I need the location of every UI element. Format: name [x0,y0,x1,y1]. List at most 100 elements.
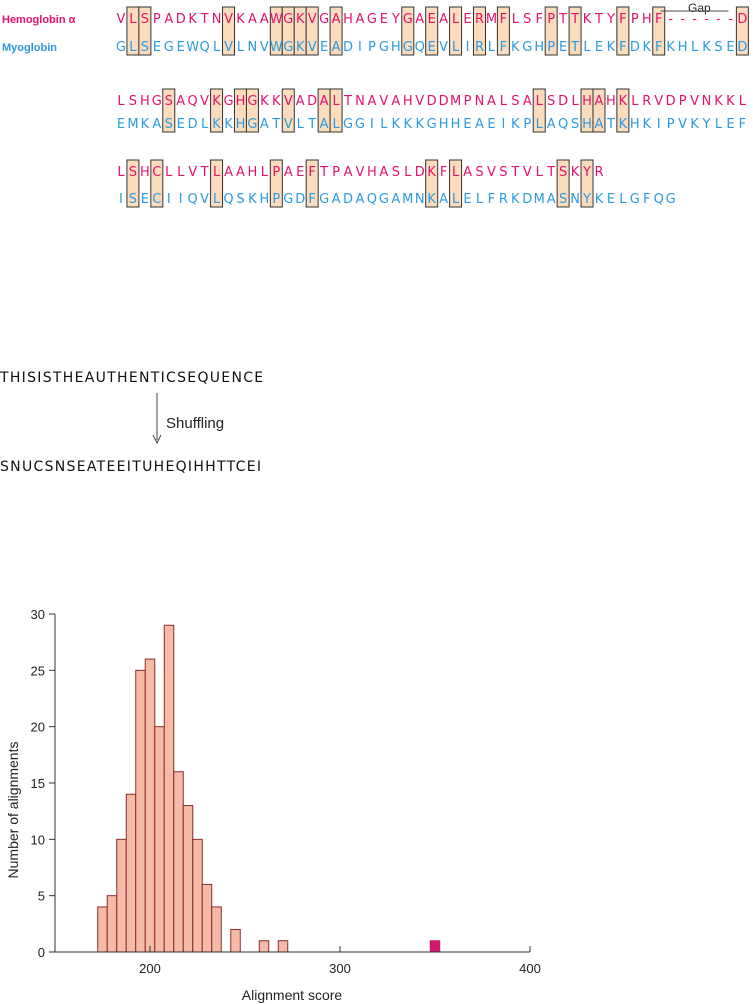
myoglobin-residue: E [177,117,185,132]
hemoglobin-residue: L [739,94,747,109]
myoglobin-residue: H [391,40,401,55]
histogram-bar [201,883,213,953]
myoglobin-residue: W [186,40,199,55]
hemoglobin-residue: F [440,165,447,180]
hemoglobin-residue: K [714,94,723,109]
alignment-score-histogram: 0 5 10 15 20 25 30 200 300 400 Alignment score Nu… [5,607,541,1003]
hemoglobin-residue: V [487,165,496,180]
hemoglobin-residue: T [546,165,555,180]
hemoglobin-residue: V [379,94,388,109]
myoglobin-residue: A [547,192,556,207]
hemoglobin-residue: H [582,94,592,109]
histogram-bars [97,624,441,953]
myoglobin-residue: P [368,40,376,55]
myoglobin-residue: V [439,40,448,55]
identity-box [126,159,140,208]
myoglobin-residue: L [201,117,209,132]
hemoglobin-residue: - [680,12,685,27]
myoglobin-residue: E [595,40,603,55]
identity-box [496,6,510,56]
hemoglobin-residue: S [392,165,400,180]
myoglobin-residue: L [297,117,305,132]
myoglobin-residue: H [678,40,688,55]
y-tick-label: 10 [31,832,45,847]
hemoglobin-residue: M [486,12,497,27]
shuffle-arrowhead-icon [152,434,162,445]
hemoglobin-residue: A [463,165,472,180]
myoglobin-residue: D [630,40,640,55]
hemoglobin-residue: A [439,12,448,27]
myoglobin-residue: Q [654,192,664,207]
myoglobin-residue: S [714,40,722,55]
myoglobin-residue: I [167,192,171,207]
myoglobin-residue: G [522,40,532,55]
identity-boxes [126,6,749,208]
myoglobin-residue: S [236,192,244,207]
myoglobin-residue: D [343,40,353,55]
hemoglobin-residue: H [248,165,258,180]
x-tick-label: 400 [519,961,541,976]
myoglobin-residue: A [439,192,448,207]
hemoglobin-residue: Y [391,12,400,27]
identity-box [329,88,343,133]
hemoglobin-residue: - [668,12,673,27]
hemoglobin-residue: L [117,94,125,109]
myoglobin-residue: F [739,117,746,132]
hemoglobin-residue: T [319,165,328,180]
myoglobin-residue: L [332,117,340,132]
hemoglobin-residue: T [570,12,579,27]
myoglobin-residue: T [606,117,615,132]
hemoglobin-residue: D [666,94,676,109]
myoglobin-residue: P [667,117,675,132]
hemoglobin-residue: A [379,165,388,180]
y-tick-label: 25 [31,663,45,678]
hemoglobin-residue: T [558,12,567,27]
hemoglobin-residue: L [631,94,639,109]
hemoglobin-residue: S [129,94,137,109]
hemoglobin-residue: - [692,12,697,27]
myoglobin-residue: S [559,192,567,207]
myoglobin-residue: F [488,192,495,207]
histogram-bar [163,624,175,953]
hemoglobin-residue: A [487,94,496,109]
hemoglobin-residue: A [236,165,245,180]
hemoglobin-residue: G [319,12,329,27]
myoglobin-residue: Q [367,192,377,207]
hemoglobin-residue: P [679,94,687,109]
identity-box [616,6,630,56]
myoglobin-residue: Y [582,192,591,207]
myoglobin-residue: G [319,192,329,207]
myoglobin-residue: I [179,192,183,207]
myoglobin-residue: K [392,117,401,132]
original-sequence: THISISTHEAUTHENTICSEQUENCE [0,370,264,386]
histogram-bar [192,838,203,953]
identity-box [544,6,558,56]
hemoglobin-residue: P [332,165,340,180]
hemoglobin-residue: N [475,94,485,109]
hemoglobin-residue: K [296,12,305,27]
identity-box [269,159,283,208]
hemoglobin-residue: T [200,12,209,27]
hemoglobin-residue: A [595,94,604,109]
hemoglobin-residue: W [270,12,283,27]
hemoglobin-residue: A [164,12,173,27]
myoglobin-residue: S [165,117,173,132]
hemoglobin-residue: V [284,94,293,109]
myoglobin-residue: E [726,40,734,55]
myoglobin-residue: K [427,192,436,207]
myoglobin-residue: G [164,40,174,55]
shuffling-panel: THISISTHEAUTHENTICSEQUENCE Shuffling SNU… [0,370,264,475]
myoglobin-residue: H [236,117,246,132]
myoglobin-residue: I [358,40,362,55]
myoglobin-residue: F [643,192,650,207]
myoglobin-residue: N [415,192,425,207]
hemoglobin-residue: P [153,12,161,27]
hemoglobin-residue: - [716,12,721,27]
myoglobin-residue: L [488,40,496,55]
hemoglobin-residue: L [452,12,460,27]
hemoglobin-residue: V [224,12,233,27]
hemoglobin-residue: A [391,94,400,109]
hemoglobin-residue: T [510,165,519,180]
myoglobin-residue: S [141,40,149,55]
y-tick-label: 5 [38,889,45,904]
